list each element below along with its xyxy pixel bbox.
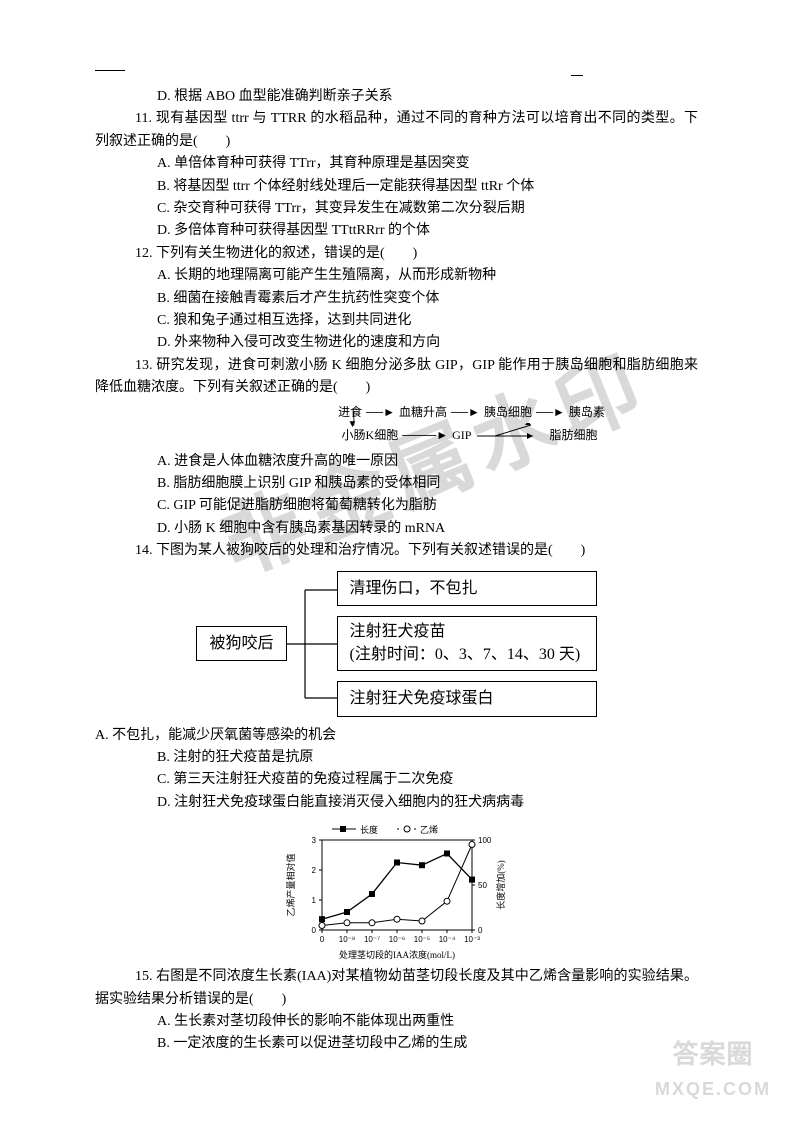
- q14-branch3: 注射狂犬免疫球蛋白: [337, 681, 597, 717]
- q13-opt-a: A. 进食是人体血糖浓度升高的唯一原因: [95, 451, 698, 473]
- q13-node-fat: 脂肪细胞: [549, 426, 597, 445]
- svg-text:10⁻³: 10⁻³: [464, 935, 480, 944]
- svg-text:0: 0: [319, 935, 324, 944]
- svg-text:乙烯: 乙烯: [420, 824, 438, 835]
- q12-opt-c: C. 狼和兔子通过相互选择，达到共同进化: [95, 310, 698, 332]
- svg-text:1: 1: [311, 896, 316, 905]
- q11-opt-a: A. 单倍体育种可获得 TTrr，其育种原理是基因突变: [95, 153, 698, 175]
- q14-branch2-line2: (注射时间：0、3、7、14、30 天): [350, 644, 584, 666]
- arrow-icon: ──►: [536, 403, 565, 422]
- q14-branch1: 清理伤口，不包扎: [337, 571, 597, 607]
- svg-text:乙烯产量相对值: 乙烯产量相对值: [285, 854, 296, 917]
- svg-text:0: 0: [478, 926, 483, 935]
- q11-opt-c: C. 杂交育种可获得 TTrr，其变异发生在减数第二次分裂后期: [95, 198, 698, 220]
- q12-stem: 12. 下列有关生物进化的叙述，错误的是( ): [95, 243, 698, 265]
- svg-text:50: 50: [478, 881, 487, 890]
- q12-opt-a: A. 长期的地理隔离可能产生生殖隔离，从而形成新物种: [95, 265, 698, 287]
- q13-opt-b: B. 脂肪细胞膜上识别 GIP 和胰岛素的受体相同: [95, 473, 698, 495]
- page-top-divider: [95, 70, 125, 71]
- q14-opt-d: D. 注射狂犬免疫球蛋白能直接消灭侵入细胞内的狂犬病病毒: [95, 792, 698, 814]
- q14-opt-c: C. 第三天注射狂犬疫苗的免疫过程属于二次免疫: [95, 769, 698, 791]
- branch-connector-icon: [287, 574, 337, 714]
- svg-text:3: 3: [311, 836, 316, 845]
- svg-text:10⁻⁶: 10⁻⁶: [388, 935, 404, 944]
- arrow-icon: ────►: [402, 426, 448, 445]
- q14-opt-b: B. 注射的狂犬疫苗是抗原: [95, 747, 698, 769]
- svg-text:10⁻⁸: 10⁻⁸: [338, 935, 355, 944]
- q15-chart: 长度 乙烯 0 10⁻⁸ 10⁻⁷ 10⁻⁶ 10⁻⁵ 10⁻⁴ 10⁻³ 处理茎切段的IAA浓度…: [95, 820, 698, 960]
- arrow-icon: ──►: [451, 403, 480, 422]
- q14-branch2-line1: 注射狂犬疫苗: [350, 621, 584, 643]
- svg-text:100: 100: [478, 836, 492, 845]
- q14-stem: 14. 下图为某人被狗咬后的处理和治疗情况。下列有关叙述错误的是( ): [95, 540, 698, 562]
- q13-diagram-row2: │ ▼ 小肠K细胞 ────► GIP 脂肪细胞: [342, 423, 598, 449]
- q13-node-gip: GIP: [452, 426, 471, 445]
- q14-diagram: 被狗咬后 清理伤口，不包扎 注射狂犬疫苗 (注射时间：0、3、7、14、30 天…: [95, 571, 698, 717]
- svg-text:10⁻⁵: 10⁻⁵: [413, 935, 429, 944]
- q13-diagram: 进食 ──► 血糖升高 ──► 胰岛细胞 ──► 胰岛素 │ ▼ 小肠K细胞 ─…: [245, 403, 698, 448]
- q12-opt-b: B. 细菌在接触青霉素后才产生抗药性突变个体: [95, 288, 698, 310]
- q14-branch2: 注射狂犬疫苗 (注射时间：0、3、7、14、30 天): [337, 616, 597, 671]
- q11-opt-b: B. 将基因型 ttrr 个体经射线处理后一定能获得基因型 ttRr 个体: [95, 176, 698, 198]
- svg-text:长度: 长度: [360, 824, 378, 835]
- page-right-dash: [571, 75, 583, 76]
- q10-opt-d: D. 根据 ABO 血型能准确判断亲子关系: [95, 86, 698, 108]
- q13-stem: 13. 研究发现，进食可刺激小肠 K 细胞分泌多肽 GIP，GIP 能作用于胰岛…: [95, 355, 698, 400]
- svg-text:0: 0: [311, 926, 316, 935]
- page-content: D. 根据 ABO 血型能准确判断亲子关系 11. 现有基因型 ttrr 与 T…: [95, 86, 698, 1056]
- q14-main-box: 被狗咬后: [196, 626, 286, 662]
- arrow-icon: ──►: [366, 403, 395, 422]
- svg-text:处理茎切段的IAA浓度(mol/L): 处理茎切段的IAA浓度(mol/L): [339, 949, 455, 960]
- q15-stem: 15. 右图是不同浓度生长素(IAA)对某植物幼苗茎切段长度及其中乙烯含量影响的…: [95, 966, 698, 1011]
- arrow-down-icon: ▼: [348, 417, 358, 433]
- q14-opt-a: A. 不包扎，能减少厌氧菌等感染的机会: [95, 725, 698, 747]
- q13-opt-c: C. GIP 可能促进脂肪细胞将葡萄糖转化为脂肪: [95, 495, 698, 517]
- svg-text:长度增加(%): 长度增加(%): [495, 860, 506, 910]
- q13-node-glucose: 血糖升高: [399, 403, 447, 422]
- q15-opt-b: B. 一定浓度的生长素可以促进茎切段中乙烯的生成: [95, 1033, 698, 1055]
- arrow-split-icon: [475, 423, 545, 449]
- q13-opt-d: D. 小肠 K 细胞中含有胰岛素基因转录的 mRNA: [95, 518, 698, 540]
- q11-opt-d: D. 多倍体育种可获得基因型 TTttRRrr 的个体: [95, 220, 698, 242]
- q15-chart-svg: 长度 乙烯 0 10⁻⁸ 10⁻⁷ 10⁻⁶ 10⁻⁵ 10⁻⁴ 10⁻³ 处理茎切段的IAA浓度…: [282, 820, 512, 960]
- q15-opt-a: A. 生长素对茎切段伸长的影响不能体现出两重性: [95, 1011, 698, 1033]
- q14-branches: 清理伤口，不包扎 注射狂犬疫苗 (注射时间：0、3、7、14、30 天) 注射狂…: [337, 571, 597, 717]
- q13-node-insulin: 胰岛素: [569, 403, 605, 422]
- svg-text:10⁻⁷: 10⁻⁷: [363, 935, 379, 944]
- logo-subtext: MXQE.COM: [655, 1075, 771, 1104]
- q13-node-islet: 胰岛细胞: [484, 403, 532, 422]
- svg-text:2: 2: [311, 866, 316, 875]
- q13-diagram-row1: 进食 ──► 血糖升高 ──► 胰岛细胞 ──► 胰岛素: [338, 403, 605, 422]
- svg-text:10⁻⁴: 10⁻⁴: [438, 935, 455, 944]
- q12-opt-d: D. 外来物种入侵可改变生物进化的速度和方向: [95, 332, 698, 354]
- q11-stem: 11. 现有基因型 ttrr 与 TTRR 的水稻品种，通过不同的育种方法可以培…: [95, 108, 698, 153]
